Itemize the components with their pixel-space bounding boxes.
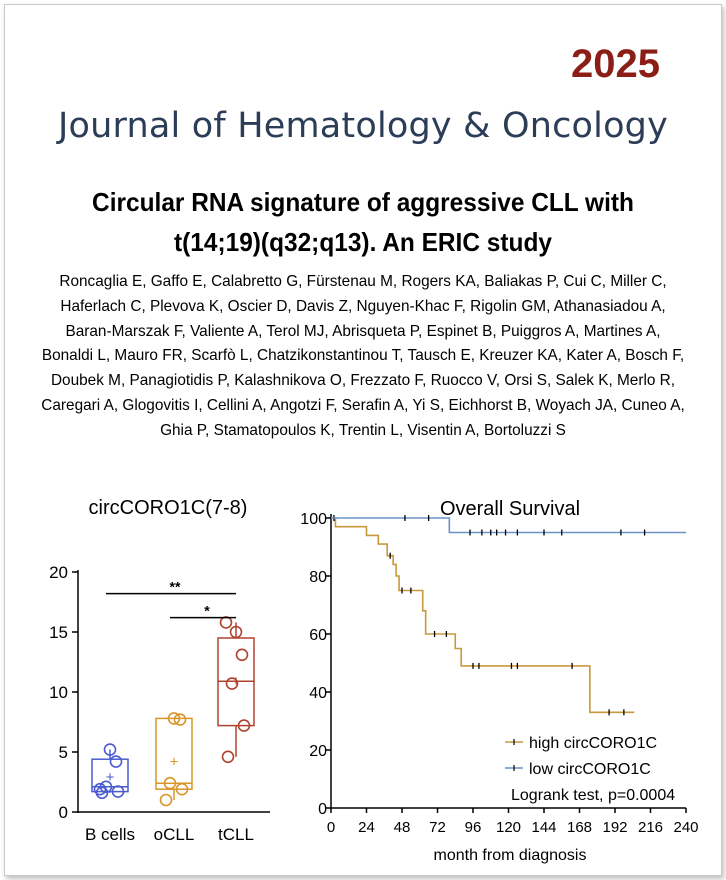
survival-curve-low: [331, 517, 686, 534]
data-point: [229, 625, 243, 639]
x-tick-label: 24: [358, 819, 375, 836]
data-point: [175, 782, 189, 796]
data-point: [93, 782, 107, 796]
y-tick-label: 0: [59, 803, 68, 822]
x-tick-label: 0: [327, 819, 335, 836]
x-tick-label: 48: [394, 819, 411, 836]
x-tick-label: 192: [602, 819, 627, 836]
paper-title-line-1: Circular RNA signature of aggressive CLL…: [92, 187, 634, 217]
data-point: [219, 616, 233, 629]
x-tick-label: 144: [531, 819, 556, 836]
data-point: [237, 719, 251, 732]
survival-curve-high: [331, 517, 635, 714]
data-point: [99, 780, 113, 794]
boxplot-circcoro1c: circCORO1C(7-8) 0 5 10 15 20 B cells oCLL tCLL + +…: [49, 497, 270, 844]
y-tick-label: 100: [300, 511, 327, 528]
data-point: [221, 750, 235, 764]
y-tick-label: 20: [49, 563, 68, 582]
article-card: [4, 4, 722, 876]
significance-label: *: [204, 603, 210, 619]
data-point: [235, 648, 249, 662]
survival-plot: Overall Survival 0 20 40 60 80 100 0 24 48 72 96 120…: [300, 498, 698, 864]
x-tick-label: 168: [567, 819, 592, 836]
y-tick-label: 10: [49, 683, 68, 702]
significance-label: **: [170, 579, 181, 595]
data-point: [225, 677, 239, 690]
logrank-annotation: Logrank test, p=0.0004: [511, 787, 675, 804]
y-tick-label: 15: [49, 623, 68, 642]
y-tick-label: 60: [309, 627, 327, 644]
x-tick-label: 240: [673, 819, 698, 836]
data-point: [163, 776, 177, 790]
x-tick-label: 216: [638, 819, 663, 836]
author-list: Roncaglia E, Gaffo E, Calabretto G, Fürs…: [41, 273, 685, 439]
mean-marker: +: [106, 769, 115, 786]
survival-title: Overall Survival: [440, 498, 580, 520]
boxplot-title: circCORO1C(7-8): [89, 497, 248, 519]
data-point: [111, 785, 125, 798]
journal-name: Journal of Hematology & Oncology: [57, 106, 669, 146]
x-tick-label: tCLL: [218, 825, 254, 844]
y-tick-label: 40: [309, 685, 327, 702]
mean-marker: +: [232, 673, 241, 690]
paper-title: Circular RNA signature of aggressive CLL…: [59, 182, 666, 262]
x-tick-label: 120: [496, 819, 521, 836]
y-tick-label: 0: [318, 801, 327, 818]
x-tick-label: 96: [465, 819, 482, 836]
mean-marker: +: [170, 754, 179, 771]
legend-label: low circCORO1C: [529, 761, 651, 778]
data-point: [159, 793, 173, 807]
x-tick-label: oCLL: [154, 825, 195, 844]
y-tick-label: 80: [309, 569, 327, 586]
data-point: [109, 755, 123, 768]
y-tick-label: 5: [59, 743, 68, 762]
x-tick-label: 72: [429, 819, 446, 836]
x-tick-label: B cells: [85, 825, 135, 844]
y-tick-label: 20: [309, 743, 327, 760]
x-axis-label: month from diagnosis: [434, 847, 587, 864]
publication-year: 2025: [571, 42, 660, 86]
legend-label: high circCORO1C: [529, 735, 657, 752]
data-point: [103, 743, 117, 756]
data-point: [167, 712, 181, 725]
paper-title-line-2: t(14;19)(q32;q13). An ERIC study: [174, 227, 552, 257]
data-point: [173, 713, 187, 726]
